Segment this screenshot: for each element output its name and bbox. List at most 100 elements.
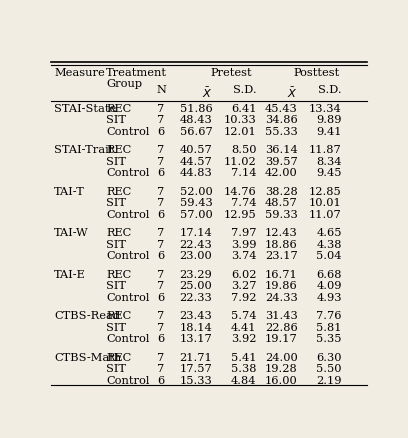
Text: 6: 6 (157, 292, 164, 302)
Text: 11.07: 11.07 (309, 209, 342, 219)
Text: 5.38: 5.38 (231, 364, 257, 374)
Text: 42.00: 42.00 (265, 168, 297, 178)
Text: N: N (157, 85, 167, 95)
Text: TAI-T: TAI-T (54, 186, 85, 196)
Text: SIT: SIT (106, 198, 126, 208)
Text: 4.09: 4.09 (317, 281, 342, 291)
Text: 16.71: 16.71 (265, 269, 297, 279)
Text: 11.87: 11.87 (309, 145, 342, 155)
Text: 6: 6 (157, 127, 164, 136)
Text: 56.67: 56.67 (180, 127, 212, 136)
Text: 5.74: 5.74 (231, 311, 257, 321)
Text: 3.74: 3.74 (231, 251, 257, 261)
Text: 23.29: 23.29 (180, 269, 212, 279)
Text: 6.30: 6.30 (317, 352, 342, 362)
Text: 5.81: 5.81 (317, 322, 342, 332)
Text: 4.93: 4.93 (317, 292, 342, 302)
Text: 7: 7 (157, 364, 164, 374)
Text: 59.33: 59.33 (265, 209, 297, 219)
Text: Pretest: Pretest (211, 68, 252, 78)
Text: 39.57: 39.57 (265, 156, 297, 166)
Text: 4.84: 4.84 (231, 375, 257, 385)
Text: 11.02: 11.02 (224, 156, 257, 166)
Text: Posttest: Posttest (293, 68, 340, 78)
Text: REC: REC (106, 352, 132, 362)
Text: 6: 6 (157, 209, 164, 219)
Text: 59.43: 59.43 (180, 198, 212, 208)
Text: 7: 7 (157, 115, 164, 125)
Text: 4.41: 4.41 (231, 322, 257, 332)
Text: 7: 7 (157, 145, 164, 155)
Text: CTBS-Math: CTBS-Math (54, 352, 122, 362)
Text: TAI-W: TAI-W (54, 228, 89, 238)
Text: 7.97: 7.97 (231, 228, 257, 238)
Text: 12.43: 12.43 (265, 228, 297, 238)
Text: Control: Control (106, 168, 150, 178)
Text: 7.76: 7.76 (317, 311, 342, 321)
Text: S.D.: S.D. (318, 85, 342, 95)
Text: STAI-Trait: STAI-Trait (54, 145, 113, 155)
Text: 18.86: 18.86 (265, 239, 297, 249)
Text: 23.00: 23.00 (180, 251, 212, 261)
Text: 7: 7 (157, 352, 164, 362)
Text: 5.41: 5.41 (231, 352, 257, 362)
Text: 23.17: 23.17 (265, 251, 297, 261)
Text: REC: REC (106, 311, 132, 321)
Text: Treatment
Group: Treatment Group (106, 68, 167, 89)
Text: 6: 6 (157, 168, 164, 178)
Text: CTBS-Read: CTBS-Read (54, 311, 120, 321)
Text: 19.28: 19.28 (265, 364, 297, 374)
Text: REC: REC (106, 186, 132, 196)
Text: 51.86: 51.86 (180, 103, 212, 113)
Text: 7: 7 (157, 103, 164, 113)
Text: 5.35: 5.35 (317, 334, 342, 344)
Text: 6.02: 6.02 (231, 269, 257, 279)
Text: 7.74: 7.74 (231, 198, 257, 208)
Text: 5.50: 5.50 (317, 364, 342, 374)
Text: 24.33: 24.33 (265, 292, 297, 302)
Text: 17.57: 17.57 (180, 364, 212, 374)
Text: 7: 7 (157, 322, 164, 332)
Text: Control: Control (106, 209, 150, 219)
Text: SIT: SIT (106, 322, 126, 332)
Text: 16.00: 16.00 (265, 375, 297, 385)
Text: $\bar{X}$: $\bar{X}$ (287, 85, 297, 99)
Text: Control: Control (106, 375, 150, 385)
Text: 6: 6 (157, 251, 164, 261)
Text: 3.99: 3.99 (231, 239, 257, 249)
Text: 8.50: 8.50 (231, 145, 257, 155)
Text: SIT: SIT (106, 156, 126, 166)
Text: 9.45: 9.45 (317, 168, 342, 178)
Text: 6.41: 6.41 (231, 103, 257, 113)
Text: 7: 7 (157, 156, 164, 166)
Text: 55.33: 55.33 (265, 127, 297, 136)
Text: Control: Control (106, 334, 150, 344)
Text: 13.17: 13.17 (180, 334, 212, 344)
Text: 4.65: 4.65 (317, 228, 342, 238)
Text: Control: Control (106, 127, 150, 136)
Text: 4.38: 4.38 (317, 239, 342, 249)
Text: 3.27: 3.27 (231, 281, 257, 291)
Text: 44.83: 44.83 (180, 168, 212, 178)
Text: 38.28: 38.28 (265, 186, 297, 196)
Text: $\bar{X}$: $\bar{X}$ (202, 85, 212, 99)
Text: 22.86: 22.86 (265, 322, 297, 332)
Text: 7: 7 (157, 281, 164, 291)
Text: STAI-State: STAI-State (54, 103, 116, 113)
Text: 36.14: 36.14 (265, 145, 297, 155)
Text: 19.86: 19.86 (265, 281, 297, 291)
Text: 45.43: 45.43 (265, 103, 297, 113)
Text: 40.57: 40.57 (180, 145, 212, 155)
Text: 14.76: 14.76 (224, 186, 257, 196)
Text: 21.71: 21.71 (180, 352, 212, 362)
Text: 7.14: 7.14 (231, 168, 257, 178)
Text: REC: REC (106, 145, 132, 155)
Text: 52.00: 52.00 (180, 186, 212, 196)
Text: Measure: Measure (54, 68, 105, 78)
Text: 7: 7 (157, 198, 164, 208)
Text: 48.57: 48.57 (265, 198, 297, 208)
Text: 18.14: 18.14 (180, 322, 212, 332)
Text: 10.33: 10.33 (224, 115, 257, 125)
Text: Control: Control (106, 251, 150, 261)
Text: 13.34: 13.34 (309, 103, 342, 113)
